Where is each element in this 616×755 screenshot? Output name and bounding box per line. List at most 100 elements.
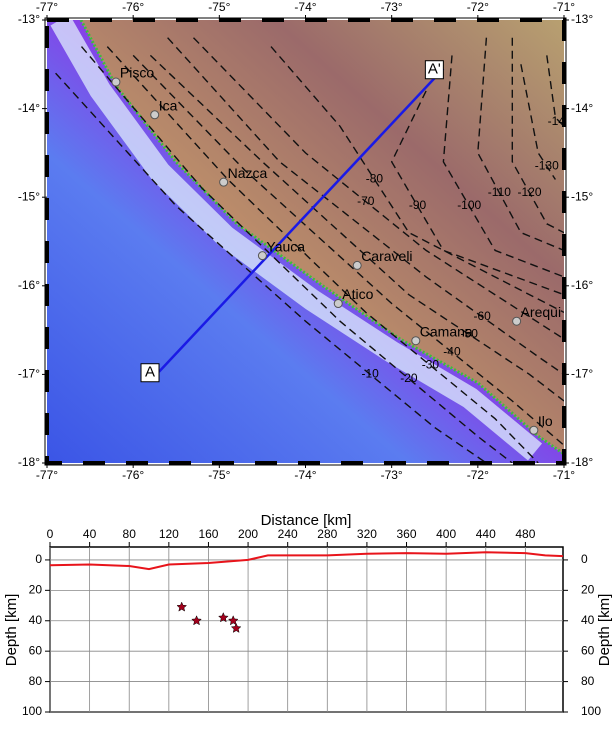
contour-label: -40: [443, 344, 461, 358]
city-label: Arequi: [521, 304, 561, 320]
x-tick-label: -72°: [467, 0, 489, 14]
y-tick-label: -16°: [18, 278, 40, 292]
x-tick-label: -71°: [553, 468, 575, 482]
y-tick-label: 40: [581, 613, 595, 627]
city-marker: [219, 177, 229, 187]
land: [81, 20, 564, 454]
slab-contour: [520, 64, 556, 180]
y-tick-label: -18°: [571, 455, 593, 469]
city-marker: [111, 77, 121, 87]
y-tick-label: -14°: [571, 101, 593, 115]
earthquake: [217, 612, 229, 623]
x-tick-label: 360: [397, 527, 417, 541]
city-marker: [411, 336, 421, 346]
contour-label: -130: [535, 158, 559, 172]
slab-contour: [192, 37, 564, 340]
y-axis-title-right: Depth [km]: [596, 594, 613, 667]
y-tick-label: 100: [22, 704, 42, 718]
map-area: -10 -20 -30-40-50 -60 -70 -80 -90 -100 -110 -120 -…: [47, 20, 572, 463]
x-tick-label: 240: [278, 527, 298, 541]
x-tick-label: 80: [123, 527, 137, 541]
slab-contour: [106, 46, 539, 463]
contour-label: -10: [361, 367, 379, 381]
map-content: -10 -20 -30-40-50 -60 -70 -80 -90 -100 -110 -120 -…: [55, 37, 572, 463]
x-tick-label: 320: [357, 527, 377, 541]
x-tick-label: 120: [159, 527, 179, 541]
city-marker: [352, 260, 362, 270]
x-tick-label: -73°: [381, 0, 403, 14]
earthquake: [227, 615, 239, 626]
city-marker: [257, 251, 267, 261]
y-tick-label: -17°: [18, 367, 40, 381]
y-tick-label: -18°: [18, 455, 40, 469]
x-tick-label: 480: [515, 527, 535, 541]
x-tick-label: 0: [47, 527, 54, 541]
slab-contour: [390, 90, 564, 296]
city-marker: [333, 299, 343, 309]
contour-label: -20: [400, 371, 418, 385]
city-marker: [150, 110, 160, 120]
y-axis-title: Depth [km]: [3, 594, 20, 667]
city-marker: [512, 316, 522, 326]
slab-contour: [546, 55, 564, 127]
contour-label: -80: [366, 172, 384, 186]
city-label: Pisco: [120, 65, 154, 81]
x-tick-label: 40: [83, 527, 97, 541]
contour-label: -110: [488, 185, 511, 199]
y-tick-label: -15°: [18, 189, 40, 203]
y-tick-label: -15°: [571, 189, 593, 203]
slab-contour: [270, 46, 564, 314]
slab-contour: [442, 55, 564, 278]
slab-contour: [167, 37, 564, 375]
slab-contour: [55, 72, 487, 463]
slab-contour: [511, 37, 564, 234]
contour-label: -90: [409, 198, 427, 212]
city-marker: [529, 425, 539, 435]
x-tick-label: 160: [198, 527, 218, 541]
y-tick-label: 20: [581, 583, 595, 597]
y-tick-label: 80: [29, 674, 43, 688]
y-tick-label: 60: [581, 643, 595, 657]
x-tick-label: 280: [317, 527, 337, 541]
x-tick-label: -76°: [122, 468, 144, 482]
earthquake: [230, 622, 242, 633]
x-axis-title: Distance [km]: [261, 512, 352, 529]
profile-end-box: [140, 363, 160, 383]
y-tick-label: 0: [35, 552, 42, 566]
x-tick-label: 400: [436, 527, 456, 541]
profile-line: [158, 67, 445, 373]
city-label: Camana: [420, 323, 473, 339]
y-tick-label: -13°: [571, 12, 593, 26]
x-tick-label: -75°: [208, 468, 230, 482]
y-tick-label: -13°: [18, 12, 40, 26]
coast: [79, 20, 564, 456]
city-label: Caraveli: [361, 248, 412, 264]
y-tick-label: -17°: [571, 367, 593, 381]
profile-end-box: [424, 60, 444, 80]
y-tick-label: 80: [581, 674, 595, 688]
x-tick-label: -71°: [553, 0, 575, 14]
slab-contour: [149, 54, 564, 402]
y-tick-label: 0: [581, 552, 588, 566]
y-tick-label: 60: [29, 643, 43, 657]
city-label: Yauca: [266, 238, 305, 254]
y-tick-label: -14°: [18, 101, 40, 115]
y-tick-label: 100: [581, 704, 601, 718]
y-tick-label: 20: [29, 583, 43, 597]
contour-label: -60: [473, 309, 491, 323]
city-label: Ilo: [538, 413, 553, 429]
contour-label: -100: [457, 198, 481, 212]
profile-end-label: A: [145, 364, 155, 381]
slab-contour: [132, 54, 564, 446]
contour-label: -140: [548, 114, 572, 128]
x-tick-label: -75°: [208, 0, 230, 14]
contour-label: -120: [518, 185, 542, 199]
contour-label: -70: [357, 194, 375, 208]
x-tick-label: -77°: [36, 468, 58, 482]
slab-contour: [80, 46, 513, 463]
city-label: Nazca: [228, 165, 268, 181]
shelf: [50, 20, 543, 461]
y-tick-label: 40: [29, 613, 43, 627]
earthquake: [176, 601, 188, 612]
x-tick-label: -74°: [294, 468, 316, 482]
